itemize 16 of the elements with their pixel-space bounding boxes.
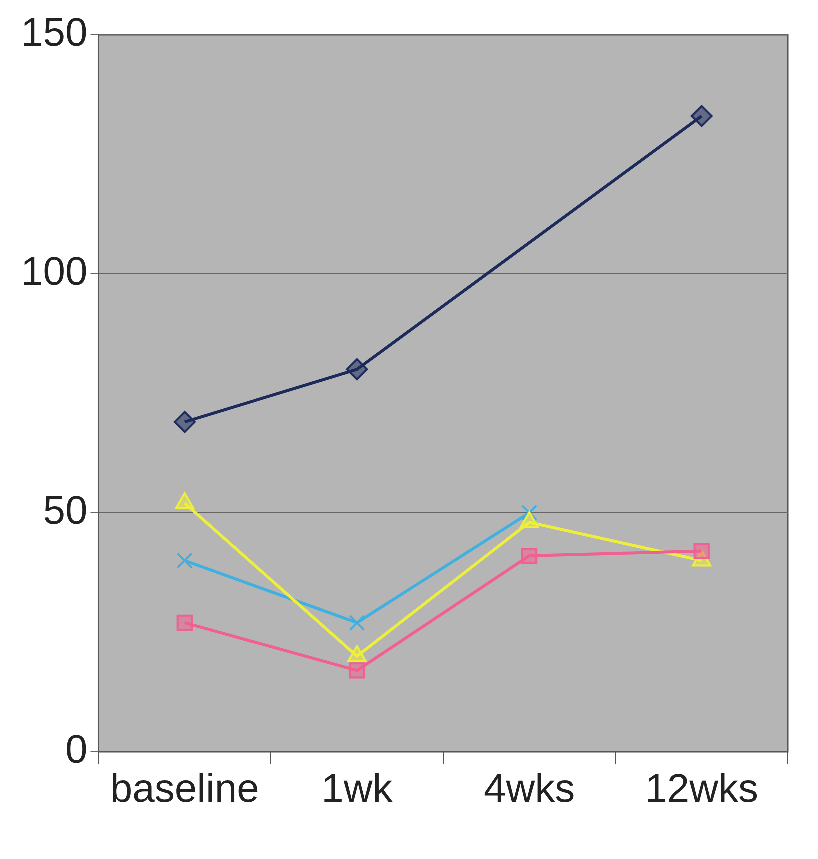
y-tick-label: 50 [43,489,88,534]
x-tick-label: 1wk [322,767,394,812]
y-tick-label: 0 [65,728,88,772]
x-tick-label: 4wks [484,767,576,812]
x-tick-label: 12wks [645,767,759,812]
point [349,662,366,679]
y-tick-label: 100 [20,250,88,294]
point [349,614,366,632]
point [346,358,368,381]
x-tick-label: baseline [110,767,260,812]
point [176,552,193,569]
point [690,105,713,128]
y-tick-label: 150 [20,11,88,56]
point [174,411,196,434]
point [176,614,193,632]
point [521,548,538,564]
